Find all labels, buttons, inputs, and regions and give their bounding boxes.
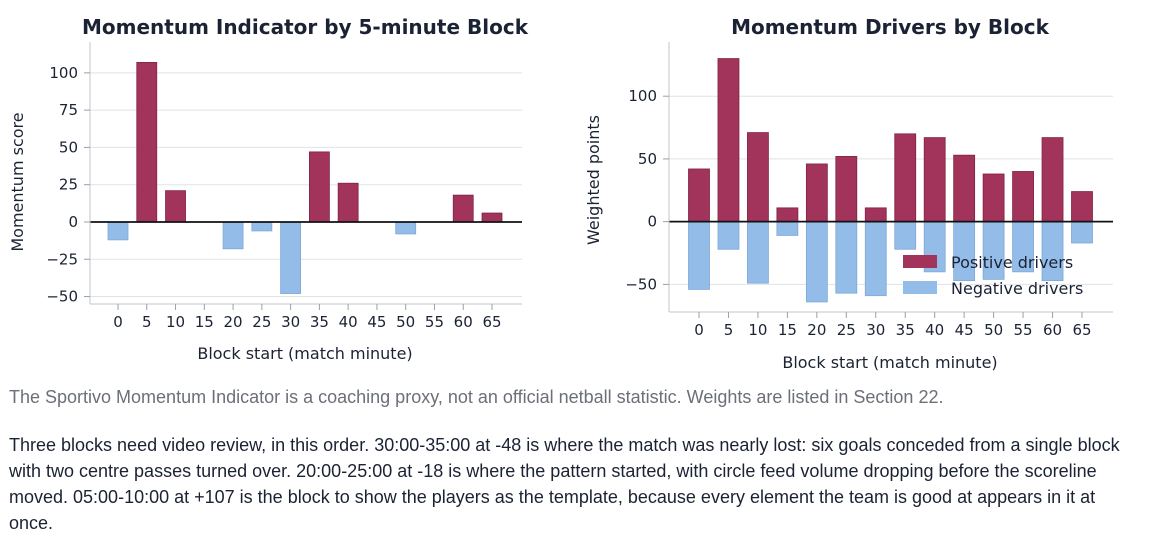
x-tick-label: 5 — [724, 321, 734, 339]
momentum-drivers-chart: Momentum Drivers by Block −50 0 50 100 0 5 10… — [584, 15, 1113, 372]
x-tick-label: 5 — [142, 313, 152, 331]
bar — [1041, 137, 1064, 223]
x-tick-label: 25 — [252, 313, 271, 331]
y-tick-label: 25 — [59, 176, 78, 194]
y-tick-label: 75 — [59, 101, 78, 119]
bar — [165, 190, 186, 223]
x-tick-label: 45 — [955, 321, 974, 339]
bar — [107, 221, 129, 241]
bar — [452, 194, 474, 223]
y-tick-label: −50 — [46, 288, 78, 306]
bar — [222, 221, 244, 250]
x-axis-label: Block start (match minute) — [197, 344, 412, 363]
y-axis-label: Momentum score — [8, 112, 27, 251]
x-tick-label: 55 — [1014, 321, 1033, 339]
bar — [776, 207, 799, 223]
x-tick-label: 50 — [984, 321, 1003, 339]
x-tick-label: 45 — [367, 313, 386, 331]
bar — [688, 221, 710, 290]
chart-caption: The Sportivo Momentum Indicator is a coa… — [9, 387, 944, 407]
bar — [864, 207, 887, 223]
x-tick-label: 65 — [482, 313, 501, 331]
bar — [747, 132, 769, 223]
bar — [1012, 171, 1034, 223]
y-tick-label: 50 — [638, 150, 657, 168]
momentum-indicator-chart: Momentum Indicator by 5-minute Block −50… — [8, 15, 529, 363]
x-tick-label: 50 — [396, 313, 415, 331]
bar — [308, 151, 330, 223]
bar — [717, 221, 740, 250]
bar — [481, 212, 503, 223]
bar — [923, 137, 946, 223]
x-tick-label: 35 — [896, 321, 915, 339]
legend-swatch-negative — [903, 281, 937, 294]
x-tick-label: 60 — [454, 313, 473, 331]
x-tick-label: 65 — [1072, 321, 1091, 339]
bar — [835, 221, 858, 294]
chart-title: Momentum Drivers by Block — [731, 15, 1050, 39]
y-tick-label: 0 — [647, 213, 657, 231]
legend-label-positive: Positive drivers — [951, 253, 1073, 272]
x-tick-label: 35 — [310, 313, 329, 331]
bar — [280, 221, 302, 294]
x-tick-label: 40 — [925, 321, 944, 339]
bar — [1071, 221, 1093, 244]
bar — [1071, 191, 1093, 223]
x-tick-label: 15 — [195, 313, 214, 331]
x-tick-label: 15 — [778, 321, 797, 339]
legend: Positive drivers Negative drivers — [903, 253, 1083, 298]
y-tick-label: 100 — [628, 87, 657, 105]
x-tick-label: 30 — [866, 321, 885, 339]
bar — [776, 221, 799, 236]
bar — [717, 58, 740, 223]
bar — [805, 221, 828, 303]
y-tick-label: 50 — [59, 138, 78, 156]
bar — [894, 221, 917, 250]
y-tick-label: −50 — [625, 275, 657, 293]
chart-title: Momentum Indicator by 5-minute Block — [82, 15, 529, 39]
bar — [953, 154, 976, 223]
x-tick-label: 55 — [425, 313, 444, 331]
x-axis-label: Block start (match minute) — [782, 353, 997, 372]
x-tick-label: 20 — [807, 321, 826, 339]
bar — [251, 221, 273, 232]
bar — [395, 221, 417, 235]
x-tick-label: 20 — [224, 313, 243, 331]
bar — [864, 221, 887, 297]
bar — [835, 156, 858, 223]
y-tick-label: −25 — [46, 250, 78, 268]
legend-swatch-positive — [903, 255, 937, 268]
analysis-paragraph: Three blocks need video review, in this … — [9, 435, 1120, 533]
x-tick-label: 10 — [166, 313, 185, 331]
y-axis-label: Weighted points — [584, 115, 603, 245]
x-tick-label: 25 — [837, 321, 856, 339]
bar — [982, 173, 1005, 223]
y-tick-label: 0 — [68, 213, 78, 231]
bar — [337, 182, 359, 223]
x-tick-label: 10 — [748, 321, 767, 339]
x-tick-label: 0 — [694, 321, 704, 339]
bar — [688, 168, 710, 223]
bar — [894, 133, 917, 223]
legend-label-negative: Negative drivers — [951, 279, 1083, 298]
bar — [747, 221, 769, 284]
x-tick-label: 60 — [1043, 321, 1062, 339]
bar — [805, 163, 828, 223]
x-tick-label: 40 — [339, 313, 358, 331]
bar — [136, 62, 158, 223]
x-tick-label: 30 — [281, 313, 300, 331]
y-tick-label: 100 — [49, 64, 78, 82]
x-tick-label: 0 — [113, 313, 123, 331]
